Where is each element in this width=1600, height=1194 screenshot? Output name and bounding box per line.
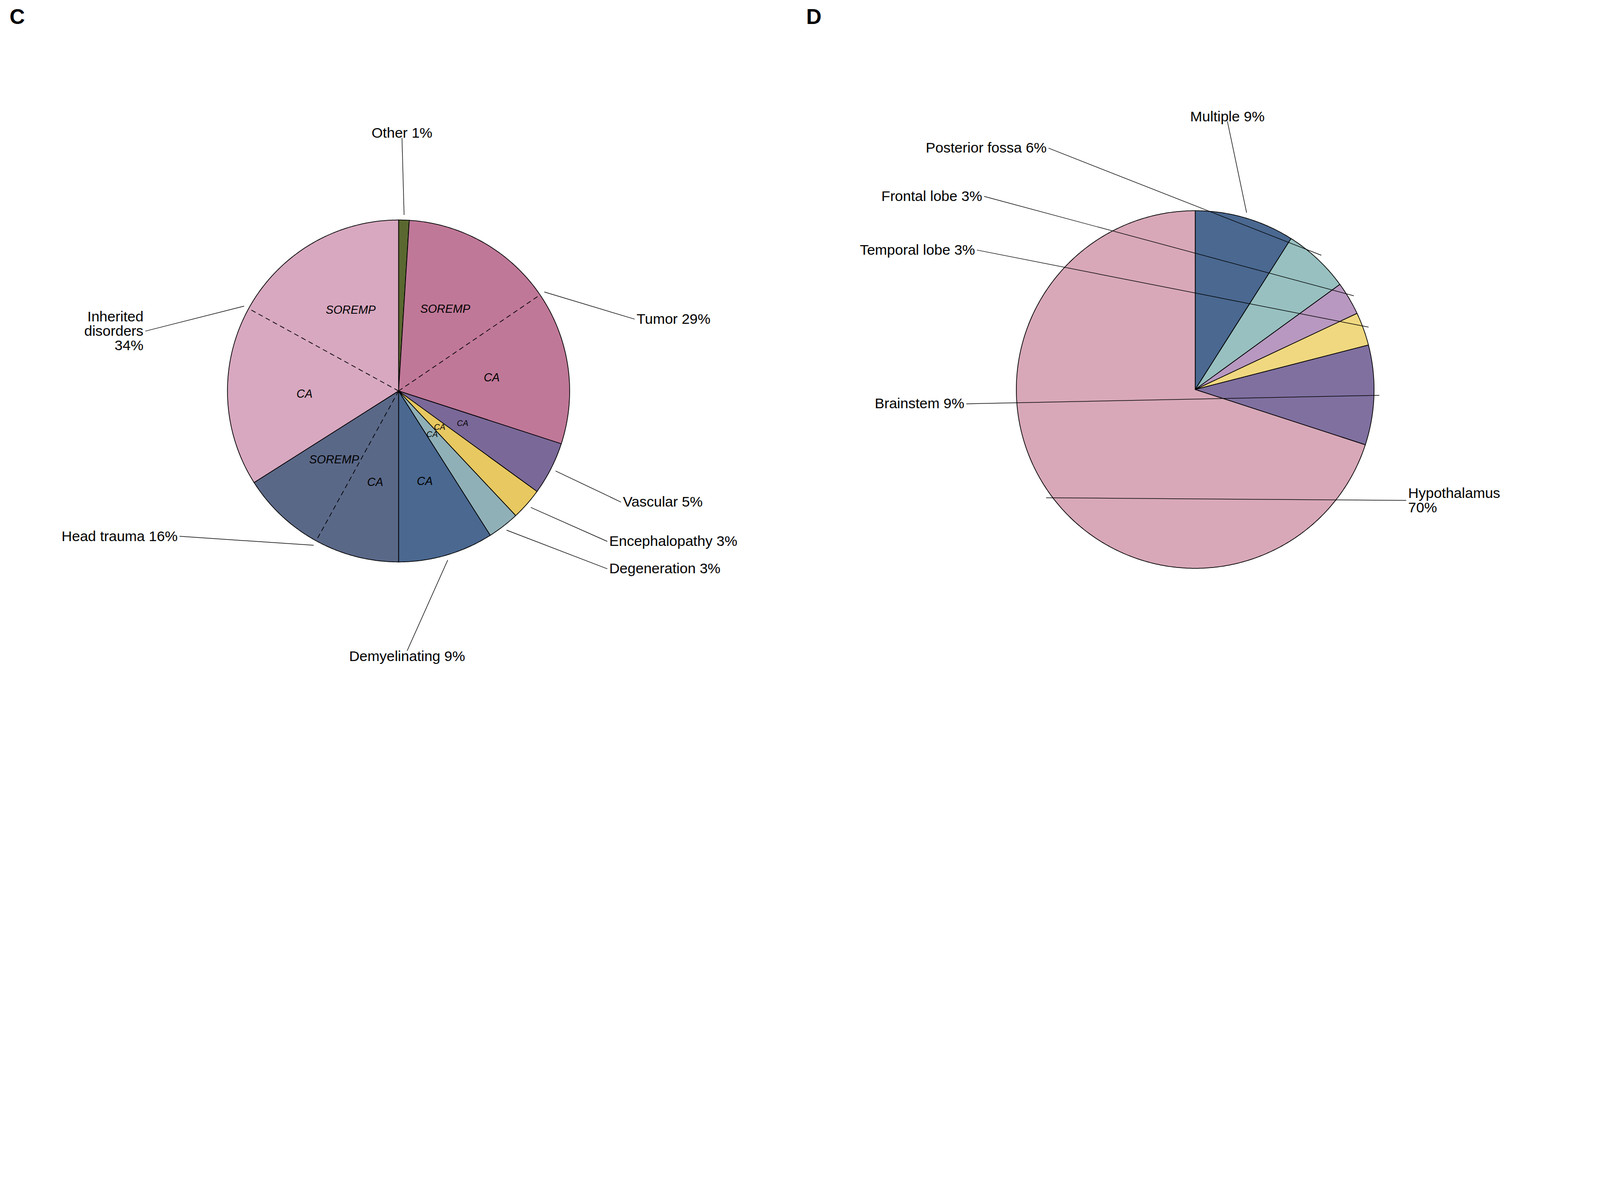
svg-text:SOREMP: SOREMP — [309, 453, 359, 466]
svg-text:Temporal lobe 3%: Temporal lobe 3% — [859, 241, 976, 258]
svg-text:CA: CA — [456, 418, 469, 429]
svg-text:SOREMP: SOREMP — [420, 302, 471, 316]
svg-text:Brainstem 9%: Brainstem 9% — [874, 395, 965, 412]
svg-text:Frontal lobe 3%: Frontal lobe 3% — [881, 188, 983, 204]
svg-text:Multiple 9%: Multiple 9% — [1190, 108, 1265, 125]
svg-text:Posterior fossa 6%: Posterior fossa 6% — [925, 139, 1047, 156]
svg-text:Encephalopathy 3%: Encephalopathy 3% — [608, 533, 738, 550]
svg-text:CA: CA — [296, 387, 313, 401]
html-text:D: D — [806, 4, 822, 29]
svg-text:Demyelinating 9%: Demyelinating 9% — [348, 648, 466, 665]
svg-text:Vascular 5%: Vascular 5% — [622, 493, 703, 510]
svg-text:CA: CA — [426, 429, 439, 440]
svg-text:Hypothalamus70%: Hypothalamus70% — [1408, 485, 1501, 516]
svg-text:CA: CA — [367, 475, 383, 489]
svg-text:CA: CA — [417, 474, 433, 488]
html-text:C: C — [9, 4, 25, 29]
svg-text:Head trauma 16%: Head trauma 16% — [61, 528, 178, 545]
svg-text:SOREMP: SOREMP — [325, 303, 376, 317]
svg-text:Other 1%: Other 1% — [371, 124, 433, 141]
svg-text:Inheriteddisorders34%: Inheriteddisorders34% — [83, 308, 144, 354]
svg-text:Degeneration 3%: Degeneration 3% — [608, 560, 721, 577]
svg-text:Tumor 29%: Tumor 29% — [636, 310, 711, 327]
svg-text:CA: CA — [433, 422, 446, 432]
svg-text:CA: CA — [483, 370, 500, 384]
